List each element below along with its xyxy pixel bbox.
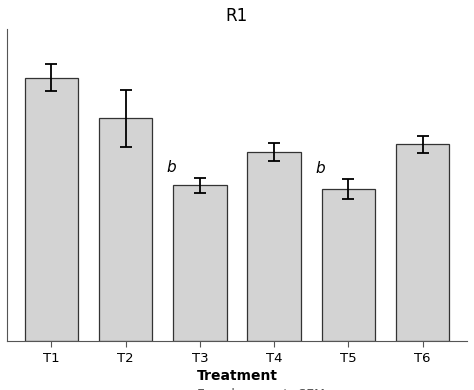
- Bar: [25, 78, 78, 342]
- Title: R1: R1: [226, 7, 248, 25]
- Bar: [321, 189, 375, 342]
- Text: b: b: [315, 161, 325, 176]
- Bar: [247, 152, 301, 342]
- Bar: [99, 119, 153, 342]
- Text: Error bars:  +/-  SEM: Error bars: +/- SEM: [197, 388, 325, 390]
- Bar: [396, 144, 449, 342]
- Bar: [173, 185, 227, 342]
- X-axis label: Treatment: Treatment: [197, 369, 277, 383]
- Text: b: b: [167, 160, 176, 175]
